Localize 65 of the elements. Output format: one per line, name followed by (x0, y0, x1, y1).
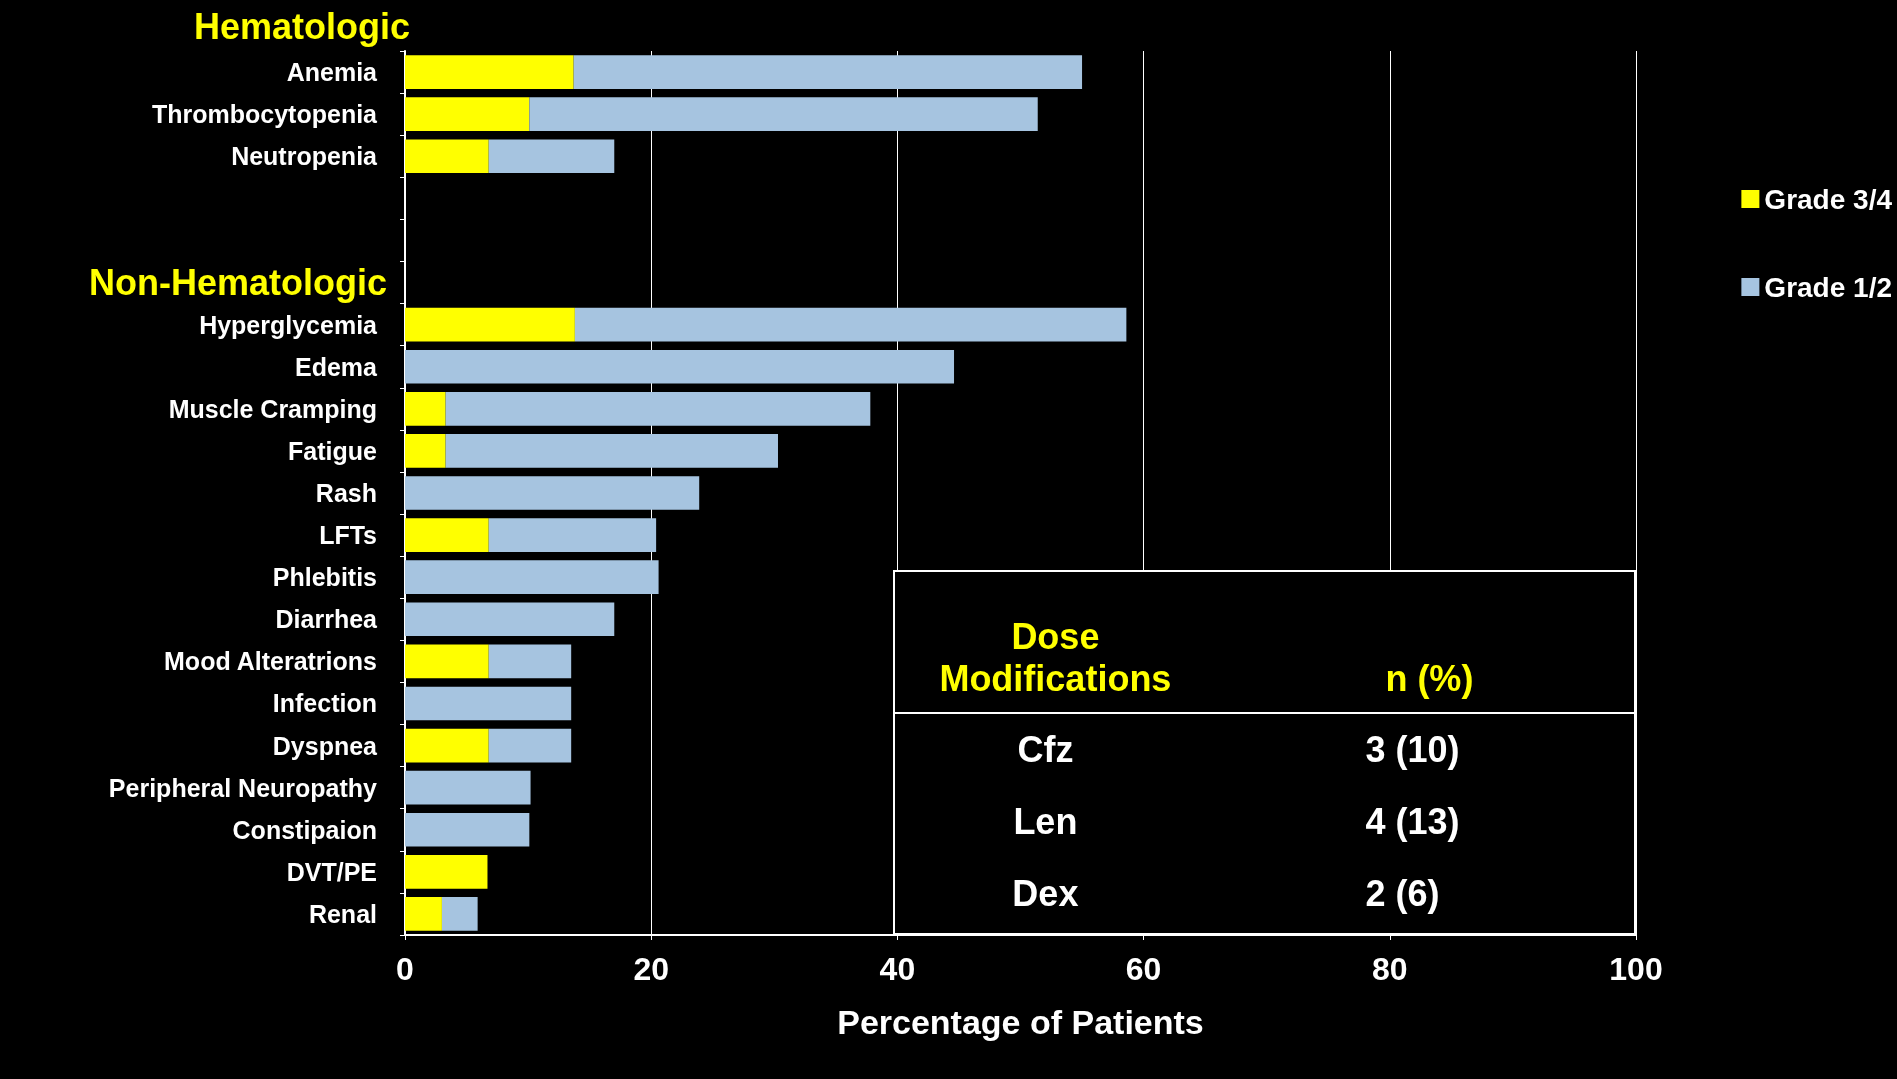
bar (573, 55, 1083, 89)
bar (405, 770, 531, 805)
y-tick-label: Constipaion (232, 815, 377, 844)
bar (445, 434, 778, 468)
bar (529, 97, 1038, 131)
bar (405, 55, 574, 89)
y-tick-label: Diarrhea (275, 605, 379, 634)
y-tick-label: Infection (272, 689, 377, 718)
annotation: Dex (1011, 873, 1080, 915)
annotation: Dose Modifications (938, 616, 1173, 700)
y-tick-label: Hyperglycemia (199, 310, 379, 339)
bar (405, 728, 489, 763)
annotation: 4 (13) (1364, 801, 1461, 843)
y-tick-label: Peripheral Neuropathy (108, 773, 378, 802)
y-tick-label: Fatigue (288, 436, 378, 465)
x-tick-label: 60 (1125, 951, 1162, 987)
bar (445, 391, 871, 426)
y-tick-label: Anemia (286, 58, 379, 87)
x-axis-title: Percentage of Patients (837, 1003, 1204, 1041)
y-tick-label: Dyspnea (272, 731, 379, 760)
bar (405, 476, 700, 510)
text: Hematologic (193, 6, 410, 48)
x-tick-label: 100 (1609, 951, 1663, 987)
bar (405, 897, 442, 931)
bar (405, 434, 446, 468)
bar (405, 518, 489, 552)
bar (405, 602, 615, 637)
y-tick-label: Edema (295, 352, 379, 381)
y-tick-label: Thrombocytopenia (151, 100, 379, 129)
bar (405, 855, 488, 889)
bar (574, 307, 1127, 342)
y-tick-label: LFTs (319, 521, 377, 550)
x-tick-label: 40 (879, 951, 916, 987)
y-tick-label: Mood Alteratrions (164, 647, 377, 676)
y-tick-label: Muscle Cramping (168, 394, 377, 423)
x-tick-label: 80 (1372, 951, 1408, 987)
x-tick-label: 0 (396, 951, 414, 987)
bar (405, 349, 955, 384)
annotation: 3 (10) (1364, 729, 1461, 771)
bar (405, 391, 446, 426)
y-tick-label: Rash (315, 479, 377, 507)
legend-label: Grade 3/4 (1764, 183, 1893, 215)
annotation: Cfz (1016, 729, 1075, 771)
legend-label: Grade 1/2 (1764, 271, 1893, 303)
y-tick-label: Neutropenia (231, 142, 379, 171)
x-tick-label: 20 (633, 951, 669, 987)
bar (405, 812, 530, 847)
y-tick-label: Phlebitis (272, 563, 377, 592)
annotation: 2 (6) (1364, 873, 1441, 915)
bar (488, 518, 657, 552)
bar (405, 686, 572, 721)
y-tick-label: Renal (308, 899, 377, 928)
bar (405, 560, 659, 595)
bar (405, 97, 530, 131)
bar (405, 307, 575, 342)
bar (488, 644, 572, 679)
text: Non-Hematologic (88, 261, 387, 304)
annotation: Len (1012, 801, 1079, 843)
bar (405, 139, 489, 174)
y-tick-label: DVT/PE (286, 857, 377, 886)
bar (405, 644, 489, 679)
bar (488, 139, 615, 174)
bar (488, 728, 572, 763)
bar (441, 897, 478, 931)
annotation: n (%) (1384, 658, 1475, 700)
